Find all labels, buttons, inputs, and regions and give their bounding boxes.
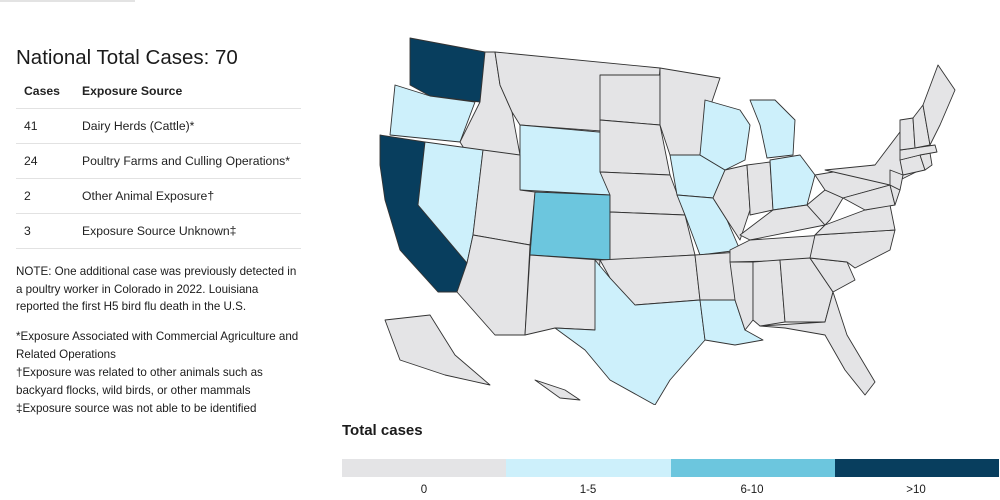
table-row: 24 Poultry Farms and Culling Operations* bbox=[16, 143, 301, 179]
footnote-commercial: *Exposure Associated with Commercial Agr… bbox=[16, 329, 299, 361]
state-tx bbox=[554, 259, 706, 406]
state-nj bbox=[889, 169, 904, 191]
header-exposure-source: Exposure Source bbox=[74, 82, 301, 109]
cell-source: Dairy Herds (Cattle)* bbox=[74, 108, 301, 144]
note-text: NOTE: One additional case was previously… bbox=[16, 265, 297, 313]
table-header-row: Cases Exposure Source bbox=[16, 82, 301, 109]
legend-swatch-0 bbox=[342, 459, 507, 477]
state-mi bbox=[749, 99, 796, 159]
state-wi bbox=[699, 99, 751, 171]
state-fl bbox=[759, 291, 876, 396]
page-title: National Total Cases: 70 bbox=[16, 46, 238, 69]
legend-label-0: 0 bbox=[420, 484, 428, 496]
cell-source: Poultry Farms and Culling Operations* bbox=[74, 143, 301, 179]
exposure-table: Cases Exposure Source 41 Dairy Herds (Ca… bbox=[16, 82, 301, 249]
legend-label-6-10: 6-10 bbox=[740, 484, 764, 496]
state-ne bbox=[599, 171, 686, 216]
footnotes: *Exposure Associated with Commercial Agr… bbox=[16, 328, 301, 418]
header-cases: Cases bbox=[16, 82, 74, 109]
summary-panel: National Total Cases: 70 Cases Exposure … bbox=[16, 46, 306, 418]
state-al bbox=[752, 259, 786, 327]
legend-bar bbox=[342, 459, 999, 477]
legend-label-over-10: >10 bbox=[906, 484, 926, 496]
state-vt bbox=[899, 117, 916, 151]
legend-swatch-6-10 bbox=[670, 459, 835, 477]
table-row: 2 Other Animal Exposure† bbox=[16, 178, 301, 214]
state-wy bbox=[519, 124, 611, 196]
state-or bbox=[389, 84, 476, 143]
legend-swatch-over-10 bbox=[834, 459, 999, 477]
legend-label-1-5: 1-5 bbox=[579, 484, 597, 496]
us-map-svg bbox=[379, 37, 956, 406]
table-row: 3 Exposure Source Unknown‡ bbox=[16, 213, 301, 249]
cell-cases: 41 bbox=[16, 108, 74, 144]
footnote-unknown: ‡Exposure source was not able to be iden… bbox=[16, 401, 257, 415]
table-row: 41 Dairy Herds (Cattle)* bbox=[16, 108, 301, 144]
state-ms bbox=[729, 261, 754, 331]
legend-title: Total cases bbox=[342, 422, 423, 439]
state-nm bbox=[524, 254, 601, 336]
cell-source: Other Animal Exposure† bbox=[74, 178, 301, 214]
state-hi bbox=[534, 379, 581, 401]
state-co bbox=[529, 191, 611, 261]
state-oh bbox=[769, 154, 816, 211]
cell-cases: 2 bbox=[16, 178, 74, 214]
cell-cases: 3 bbox=[16, 213, 74, 249]
us-map bbox=[355, 30, 1000, 406]
legend-swatch-1-5 bbox=[506, 459, 671, 477]
cell-source: Exposure Source Unknown‡ bbox=[74, 213, 301, 249]
state-sd bbox=[599, 119, 671, 176]
state-ak bbox=[384, 314, 491, 386]
state-az bbox=[456, 234, 531, 336]
state-va bbox=[814, 204, 896, 236]
state-ks bbox=[609, 211, 696, 261]
footnote-other-animals: †Exposure was related to other animals s… bbox=[16, 365, 263, 397]
state-wa bbox=[409, 37, 486, 103]
top-divider bbox=[0, 0, 135, 2]
cell-cases: 24 bbox=[16, 143, 74, 179]
state-in bbox=[746, 161, 774, 216]
state-nd bbox=[599, 74, 661, 126]
state-me bbox=[922, 64, 956, 146]
state-wv bbox=[806, 189, 844, 226]
